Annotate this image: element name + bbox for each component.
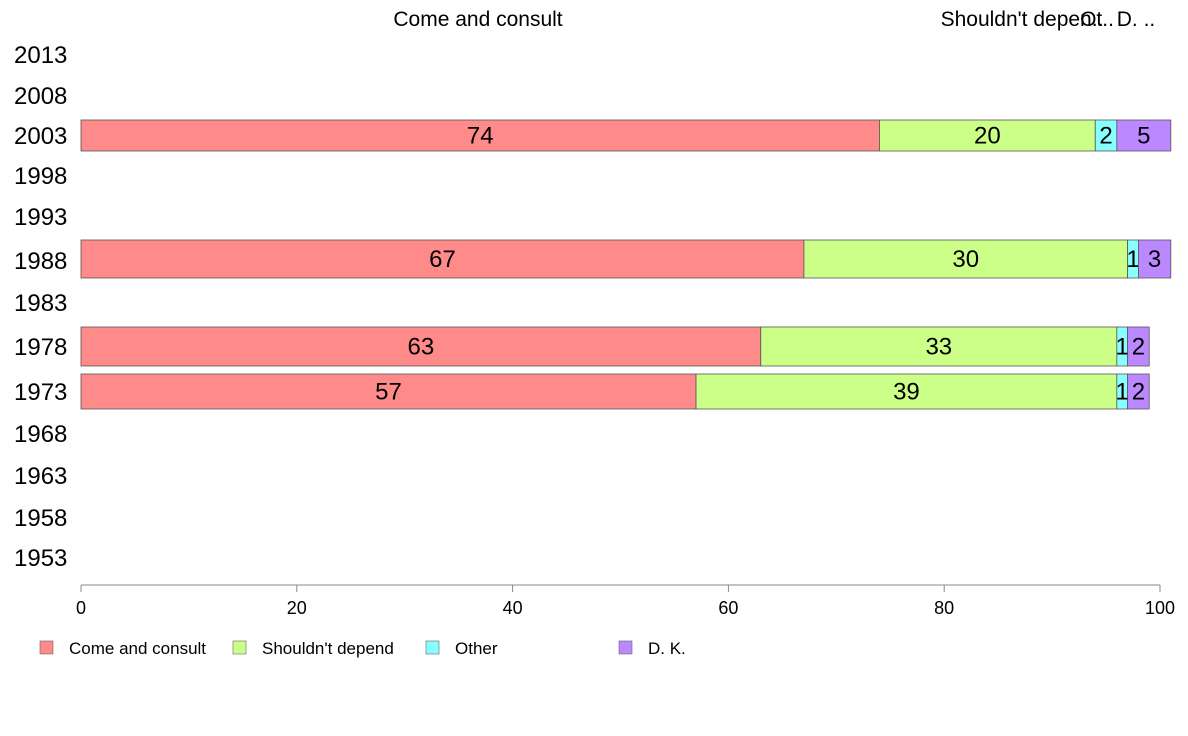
year-axis-labels: 1953 1958 1963 1968 1973 1978 1983 1988 1993 1998… bbox=[14, 42, 67, 572]
data-label-2003-1: 20 bbox=[974, 123, 1001, 150]
year-label-1968: 1968 bbox=[14, 421, 67, 448]
year-label-1998: 1998 bbox=[14, 163, 67, 190]
bar-segment-2003-3 bbox=[1116, 119, 1172, 152]
x-axis: 0 20 40 60 80 100 bbox=[76, 584, 1175, 618]
data-label-1988-3: 3 bbox=[1148, 246, 1161, 273]
year-label-1988: 1988 bbox=[14, 248, 67, 275]
data-label-1988-0: 67 bbox=[429, 246, 456, 273]
year-label-2003: 2003 bbox=[14, 123, 67, 150]
x-tick-label-20: 20 bbox=[287, 598, 307, 618]
data-label-1973-2: 1 bbox=[1116, 379, 1129, 406]
year-label-2008: 2008 bbox=[14, 83, 67, 110]
bar-segment-1988-0 bbox=[80, 239, 805, 279]
year-label-1993: 1993 bbox=[14, 204, 67, 231]
legend-swatch-1 bbox=[232, 640, 247, 655]
top-category-label-0: Come and consult bbox=[393, 8, 562, 31]
x-tick-label-0: 0 bbox=[76, 598, 86, 618]
bar-segment-1973-0 bbox=[80, 373, 697, 410]
year-label-1983: 1983 bbox=[14, 290, 67, 317]
x-tick-label-60: 60 bbox=[718, 598, 738, 618]
year-label-1973: 1973 bbox=[14, 379, 67, 406]
legend-swatch-3 bbox=[618, 640, 633, 655]
bar-segment-1978-3 bbox=[1127, 326, 1150, 367]
year-label-2013: 2013 bbox=[14, 42, 67, 69]
x-tick-label-100: 100 bbox=[1145, 598, 1175, 618]
data-label-1988-1: 30 bbox=[952, 246, 979, 273]
legend-label-1: Shouldn't depend bbox=[262, 639, 394, 658]
year-label-1953: 1953 bbox=[14, 545, 67, 572]
data-label-1973-0: 57 bbox=[375, 379, 402, 406]
data-label-1978-0: 63 bbox=[408, 334, 435, 361]
top-category-label-1: Shouldn't depen.. bbox=[941, 8, 1104, 31]
bar-segment-1978-0 bbox=[80, 326, 762, 367]
legend-label-2: Other bbox=[455, 639, 498, 658]
legend: Come and consult Shouldn't depend Other D. … bbox=[39, 639, 686, 658]
data-label-2003-3: 5 bbox=[1137, 123, 1150, 150]
data-label-2003-2: 2 bbox=[1099, 123, 1112, 150]
data-label-1978-3: 2 bbox=[1132, 334, 1145, 361]
data-label-1973-1: 39 bbox=[893, 379, 920, 406]
year-label-1963: 1963 bbox=[14, 463, 67, 490]
bar-segment-1988-1 bbox=[803, 239, 1129, 279]
data-label-1978-2: 1 bbox=[1116, 334, 1129, 361]
x-tick-label-40: 40 bbox=[503, 598, 523, 618]
x-tick-label-80: 80 bbox=[934, 598, 954, 618]
bar-segment-1988-3 bbox=[1138, 239, 1172, 279]
legend-label-3: D. K. bbox=[648, 639, 686, 658]
top-category-label-3: D. .. bbox=[1117, 8, 1156, 31]
data-label-2003-0: 74 bbox=[467, 123, 494, 150]
bar-segment-2003-1 bbox=[879, 119, 1096, 152]
top-category-label-2: Ot.. bbox=[1080, 8, 1114, 31]
legend-swatch-2 bbox=[425, 640, 440, 655]
bar-group: 57 39 1 263 33 1 267 30 1 374 20 2 5 bbox=[80, 119, 1172, 410]
bar-segment-1973-3 bbox=[1127, 373, 1150, 410]
data-label-1973-3: 2 bbox=[1132, 379, 1145, 406]
legend-swatch-0 bbox=[39, 640, 54, 655]
year-label-1958: 1958 bbox=[14, 505, 67, 532]
year-label-1978: 1978 bbox=[14, 334, 67, 361]
bar-segment-1978-1 bbox=[760, 326, 1118, 367]
bar-segment-1973-1 bbox=[695, 373, 1118, 410]
data-label-1988-2: 1 bbox=[1126, 246, 1139, 273]
top-category-labels: Come and consult Shouldn't depen..Ot.. D. … bbox=[393, 8, 1155, 31]
data-label-1978-1: 33 bbox=[925, 334, 952, 361]
legend-label-0: Come and consult bbox=[69, 639, 206, 658]
